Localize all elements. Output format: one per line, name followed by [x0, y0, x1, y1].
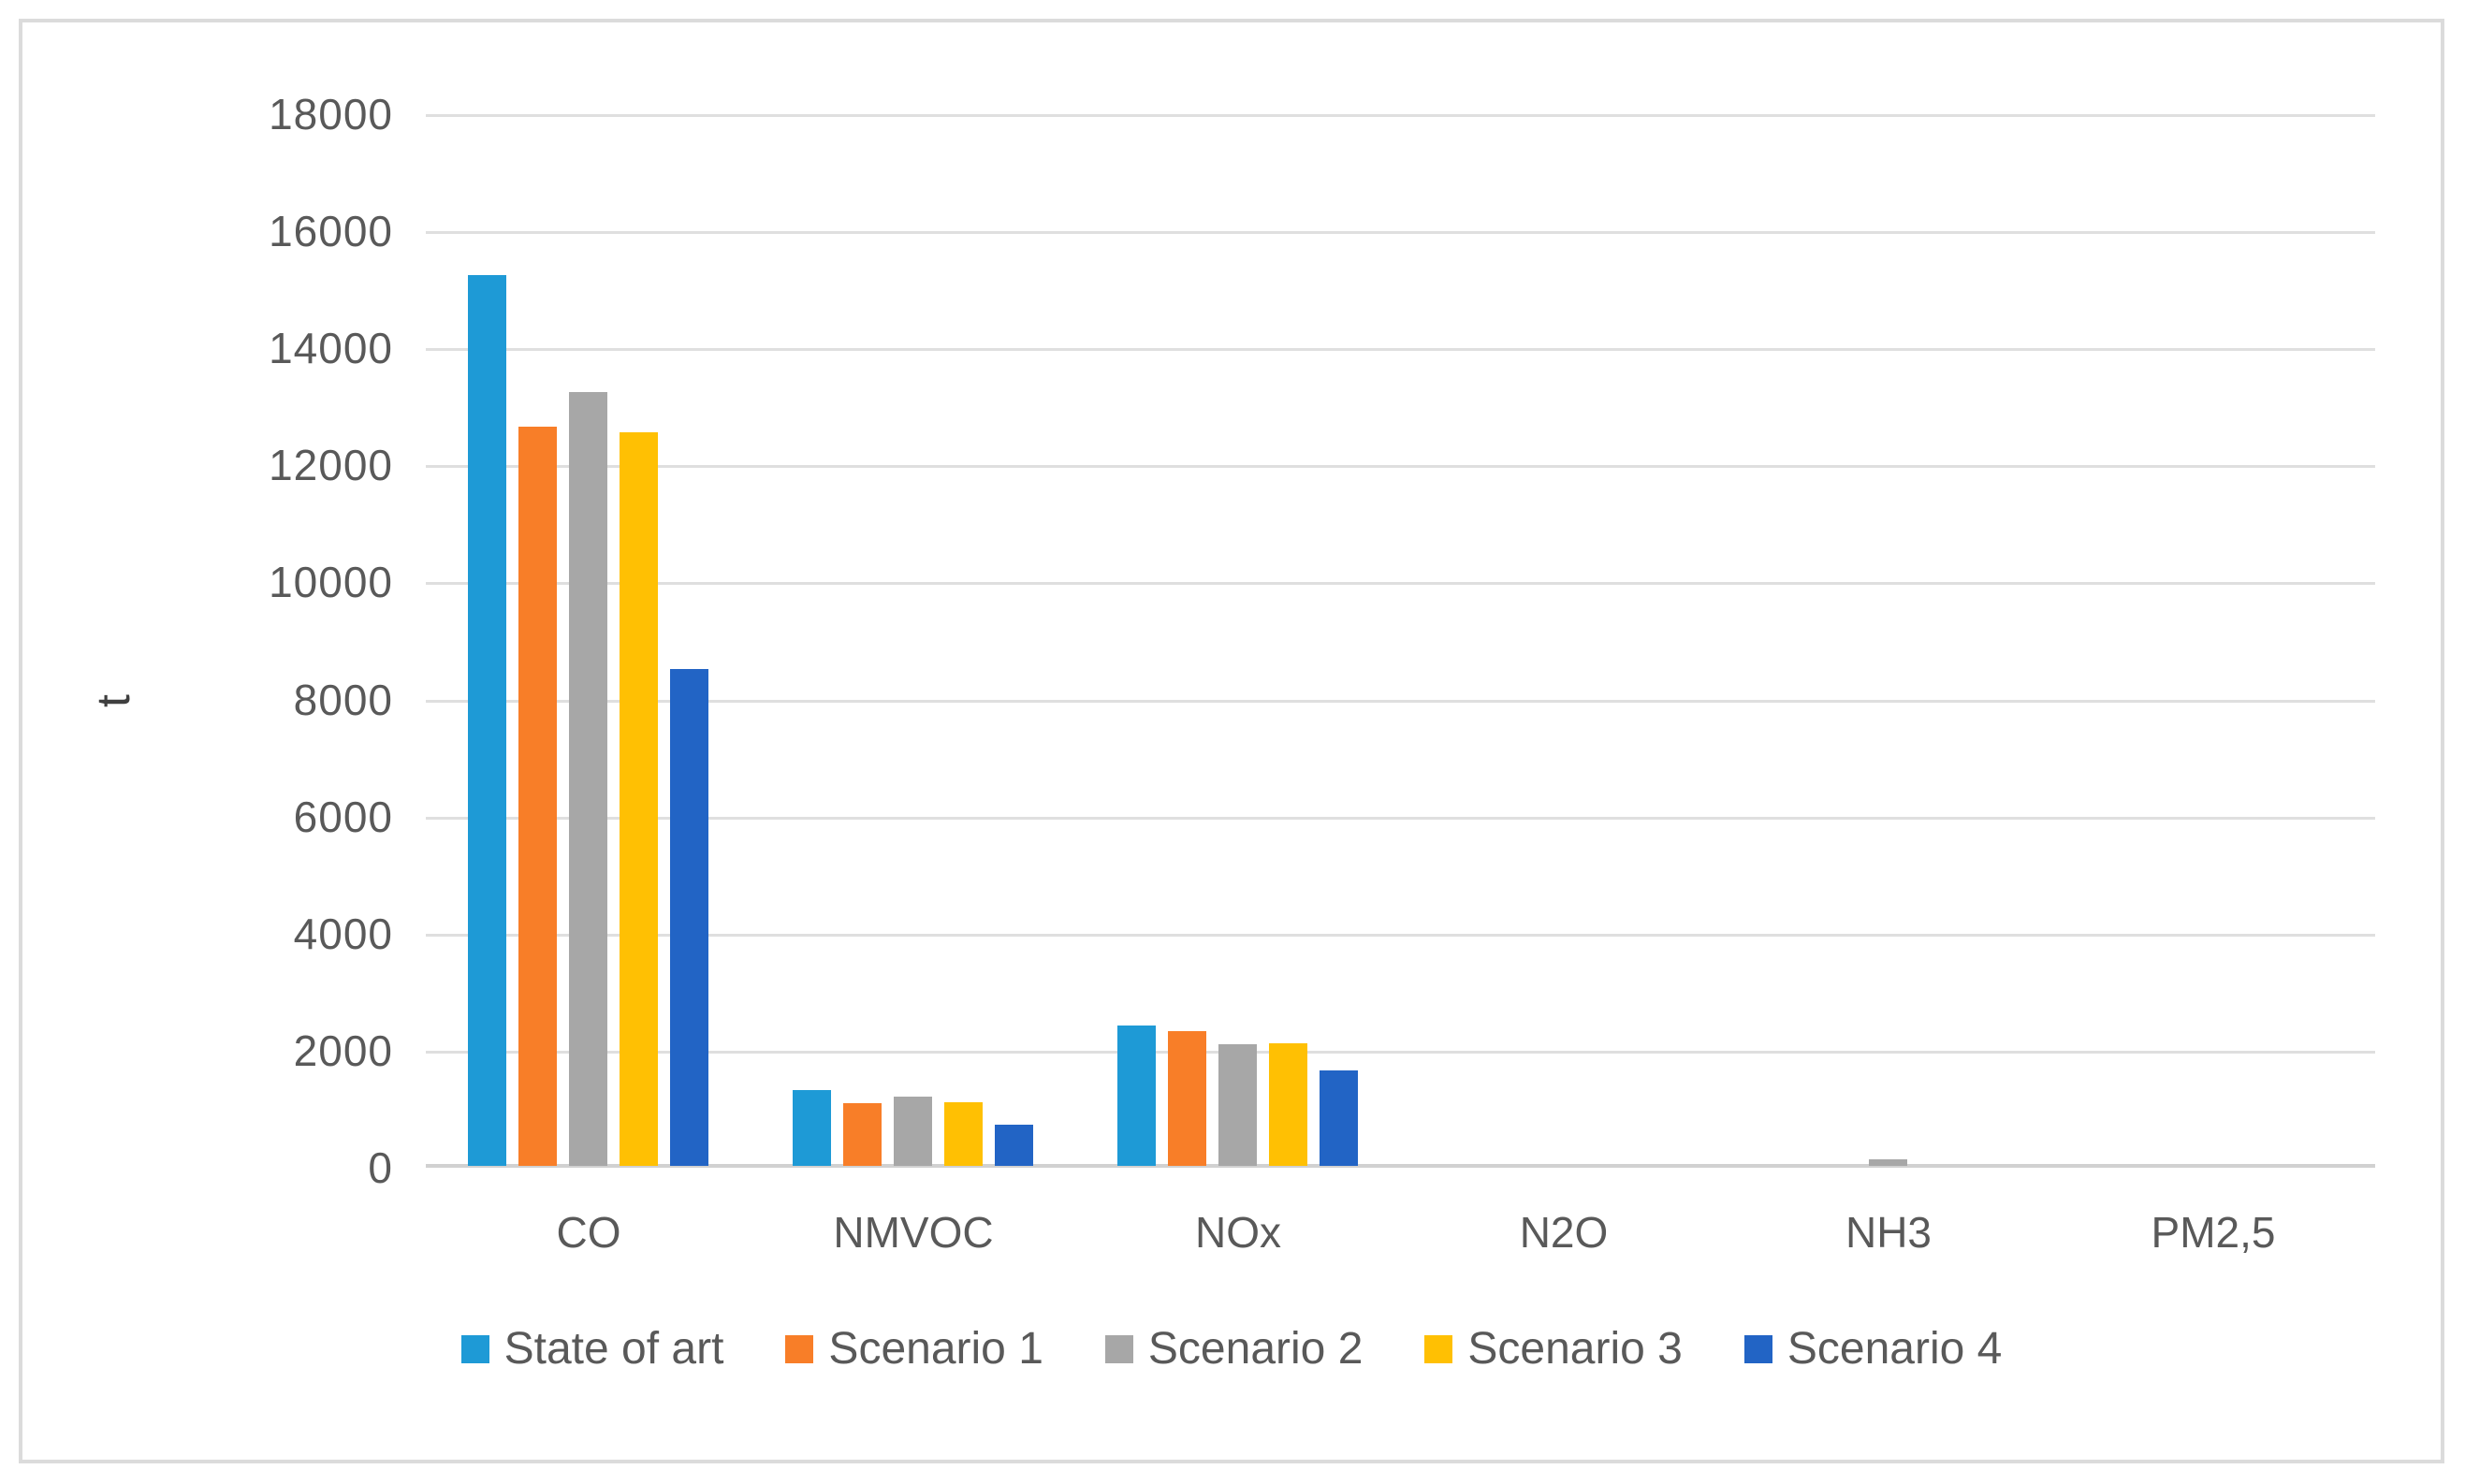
- bar-nmvoc-scenario-3: [944, 1102, 983, 1166]
- bar-nmvoc-scenario-4: [995, 1125, 1033, 1166]
- y-axis-tick-label: 10000: [269, 558, 393, 606]
- x-axis-line: [426, 1164, 2375, 1168]
- bar-nox-state-of-art: [1117, 1026, 1156, 1166]
- x-axis-category-label: CO: [556, 1208, 621, 1257]
- legend-item-scenario-1: Scenario 1: [785, 1323, 1043, 1375]
- legend-label: Scenario 4: [1787, 1324, 2003, 1374]
- legend-swatch-icon: [1743, 1334, 1772, 1363]
- bar-co-scenario-1: [518, 427, 557, 1166]
- y-axis-tick-label: 16000: [269, 207, 393, 255]
- bar-co-state-of-art: [468, 275, 506, 1166]
- legend-item-scenario-3: Scenario 3: [1424, 1323, 1683, 1375]
- legend-swatch-icon: [460, 1334, 489, 1363]
- y-axis-tick-label: 14000: [269, 324, 393, 372]
- y-axis-tick-label: 0: [368, 1143, 393, 1192]
- legend-label: Scenario 1: [828, 1324, 1043, 1374]
- gridline: [426, 582, 2375, 585]
- gridline: [426, 465, 2375, 468]
- x-axis-category-label: NMVOC: [833, 1208, 994, 1257]
- legend-item-scenario-4: Scenario 4: [1743, 1323, 2003, 1375]
- bar-nox-scenario-1: [1168, 1031, 1206, 1166]
- plot-area: [426, 114, 2375, 1168]
- gridline: [426, 348, 2375, 351]
- y-axis-tick-label: 4000: [293, 909, 393, 958]
- legend-swatch-icon: [1424, 1334, 1453, 1363]
- chart-legend: State of art Scenario 1 Scenario 2 Scenario…: [22, 1323, 2441, 1375]
- bar-nh3-scenario-2: [1869, 1159, 1907, 1166]
- bar-nmvoc-scenario-2: [894, 1097, 932, 1166]
- bar-nmvoc-state-of-art: [793, 1090, 831, 1166]
- gridline: [426, 700, 2375, 703]
- y-axis-tick-label: 18000: [269, 90, 393, 138]
- gridline: [426, 231, 2375, 234]
- legend-label: State of art: [503, 1324, 724, 1374]
- legend-swatch-icon: [1104, 1334, 1133, 1363]
- x-axis-category-label: PM2,5: [2151, 1208, 2276, 1257]
- chart-figure: t 18000 16000 14000 12000 10000 8000 6000 4000 2…: [19, 19, 2444, 1463]
- gridline: [426, 1051, 2375, 1054]
- y-axis-tick-label: 8000: [293, 676, 393, 724]
- x-axis-category-label: NH3: [1845, 1208, 1933, 1257]
- gridline: [426, 934, 2375, 937]
- legend-item-scenario-2: Scenario 2: [1104, 1323, 1364, 1375]
- gridline: [426, 114, 2375, 117]
- x-axis-category-label: NOx: [1195, 1208, 1281, 1257]
- gridline: [426, 817, 2375, 820]
- y-axis-tick-label: 2000: [293, 1026, 393, 1075]
- legend-label: Scenario 2: [1147, 1324, 1364, 1374]
- legend-label: Scenario 3: [1467, 1324, 1683, 1374]
- bar-nox-scenario-3: [1269, 1043, 1307, 1166]
- y-axis-tick-label: 12000: [269, 441, 393, 489]
- bar-nmvoc-scenario-1: [843, 1103, 882, 1166]
- x-axis-category-label: N2O: [1519, 1208, 1609, 1257]
- bar-co-scenario-2: [569, 392, 607, 1166]
- bar-co-scenario-4: [670, 669, 708, 1166]
- bar-nox-scenario-2: [1218, 1044, 1257, 1166]
- legend-item-state-of-art: State of art: [460, 1323, 724, 1375]
- bar-nox-scenario-4: [1320, 1070, 1358, 1166]
- legend-swatch-icon: [785, 1334, 814, 1363]
- bar-co-scenario-3: [620, 432, 658, 1166]
- y-axis-tick-label: 6000: [293, 793, 393, 841]
